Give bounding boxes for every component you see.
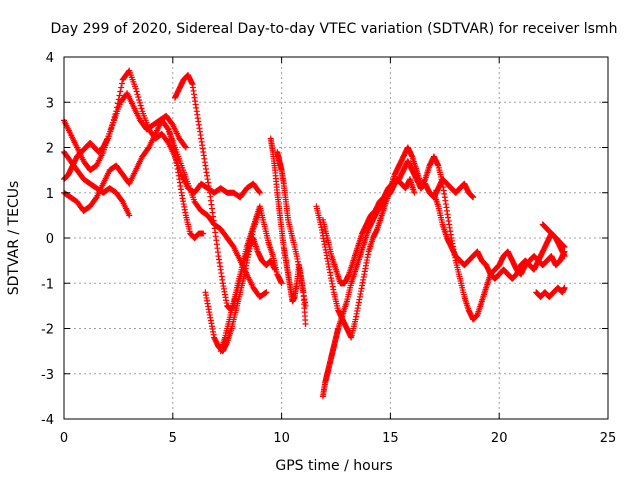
- y-tick-label: -1: [41, 277, 54, 292]
- data-point: [135, 94, 142, 101]
- data-point: [411, 189, 418, 196]
- y-tick-label: 1: [46, 187, 54, 202]
- y-tick-label: -4: [41, 413, 54, 428]
- data-point: [302, 320, 309, 327]
- data-point: [138, 105, 145, 112]
- data-point: [136, 99, 143, 106]
- y-tick-label: 4: [46, 51, 54, 66]
- data-point: [561, 253, 568, 260]
- data-point: [256, 188, 263, 195]
- data-point: [133, 88, 140, 95]
- data-point: [182, 144, 189, 151]
- data-point: [118, 80, 125, 87]
- y-tick-label: 0: [46, 232, 54, 247]
- data-point: [263, 289, 270, 296]
- x-tick-label: 15: [382, 431, 399, 446]
- data-point: [118, 84, 125, 91]
- chart-title: Day 299 of 2020, Sidereal Day-to-day VTE…: [51, 21, 618, 37]
- data-point: [137, 102, 144, 109]
- data-point: [470, 194, 477, 201]
- x-tick-label: 0: [60, 431, 68, 446]
- data-point: [256, 189, 263, 196]
- x-tick-label: 20: [491, 431, 508, 446]
- x-tick-label: 25: [600, 431, 617, 446]
- y-tick-label: -2: [41, 323, 54, 338]
- data-point: [278, 280, 285, 287]
- data-point: [136, 96, 143, 103]
- y-tick-label: 2: [46, 142, 54, 157]
- data-point: [164, 125, 171, 132]
- grid: [64, 57, 608, 419]
- data-point: [302, 302, 309, 309]
- data-point: [561, 244, 568, 251]
- data-point: [200, 230, 207, 237]
- data-point: [134, 91, 141, 98]
- data-point: [116, 92, 123, 99]
- x-axis-label: GPS time / hours: [275, 458, 392, 474]
- data-point: [132, 85, 139, 92]
- data-point: [117, 88, 124, 95]
- data-point: [182, 143, 189, 150]
- axis-ticks: 0 5 10 15 20 25 -4 -3 -2 -1 0 1 2 3 4: [41, 51, 616, 446]
- x-tick-label: 10: [273, 431, 290, 446]
- data-point: [126, 212, 133, 219]
- y-tick-label: 3: [46, 96, 54, 111]
- data-point: [561, 284, 568, 291]
- x-tick-label: 5: [169, 431, 177, 446]
- y-axis-label: SDTVAR / TECUs: [6, 181, 22, 296]
- y-tick-label: -3: [41, 368, 54, 383]
- data-points: [61, 67, 568, 400]
